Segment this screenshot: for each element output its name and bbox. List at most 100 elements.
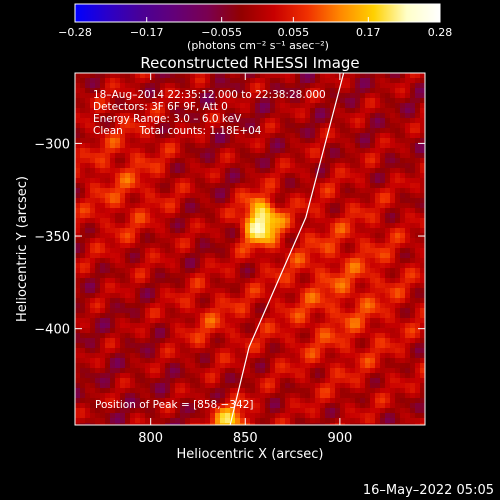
heatmap-cell [305, 328, 311, 334]
heatmap-cell [155, 278, 161, 284]
heatmap-cell [375, 423, 381, 425]
heatmap-cell [355, 343, 361, 349]
heatmap-cell [155, 393, 161, 399]
heatmap-cell [95, 278, 101, 284]
heatmap-cell [300, 238, 306, 244]
heatmap-cell [200, 343, 206, 349]
heatmap-cell [220, 323, 226, 329]
heatmap-cell [365, 348, 371, 354]
heatmap-cell [190, 143, 196, 149]
heatmap-cell [85, 93, 91, 99]
heatmap-cell [375, 163, 381, 169]
heatmap-cell [340, 278, 346, 284]
heatmap-cell [400, 268, 406, 274]
heatmap-cell [280, 378, 286, 384]
heatmap-cell [295, 353, 301, 359]
heatmap-cell [85, 368, 91, 374]
heatmap-cell [95, 208, 101, 214]
heatmap-cell [155, 193, 161, 199]
heatmap-cell [340, 133, 346, 139]
heatmap-cell [405, 288, 411, 294]
heatmap-cell [85, 353, 91, 359]
heatmap-cell [90, 103, 96, 109]
annotation-time-range: 18–Aug–2014 22:35:12.000 to 22:38:28.000 [93, 89, 326, 101]
heatmap-cell [160, 308, 166, 314]
heatmap-cell [265, 123, 271, 129]
heatmap-cell [275, 303, 281, 309]
heatmap-cell [330, 123, 336, 129]
heatmap-cell [200, 383, 206, 389]
heatmap-cell [340, 298, 346, 304]
heatmap-cell [325, 253, 331, 259]
heatmap-cell [400, 153, 406, 159]
heatmap-cell [150, 263, 156, 269]
heatmap-cell [300, 393, 306, 399]
heatmap-cell [325, 398, 331, 404]
heatmap-cell [100, 103, 106, 109]
heatmap-cell [140, 193, 146, 199]
heatmap-cell [290, 173, 296, 179]
heatmap-cell [125, 128, 131, 134]
heatmap-cell [220, 403, 226, 409]
heatmap-cell [305, 193, 311, 199]
heatmap-cell [320, 103, 326, 109]
heatmap-cell [185, 88, 191, 94]
heatmap-cell [185, 158, 191, 164]
heatmap-cell [160, 268, 166, 274]
heatmap-cell [290, 73, 296, 79]
heatmap-cell [145, 93, 151, 99]
heatmap-cell [420, 123, 425, 129]
heatmap-cell [260, 93, 266, 99]
heatmap-cell [155, 153, 161, 159]
heatmap-cell [105, 388, 111, 394]
heatmap-cell [255, 343, 261, 349]
heatmap-cell [155, 373, 161, 379]
heatmap-cell [295, 378, 301, 384]
heatmap-cell [225, 98, 231, 104]
heatmap-cell [200, 168, 206, 174]
heatmap-cell [270, 223, 276, 229]
heatmap-cell [360, 313, 366, 319]
heatmap-cell [80, 148, 86, 154]
heatmap-cell [355, 103, 361, 109]
heatmap-cell [110, 213, 116, 219]
heatmap-cell [85, 198, 91, 204]
heatmap-cell [100, 133, 106, 139]
heatmap-cell [140, 283, 146, 289]
heatmap-cell [200, 228, 206, 234]
heatmap-cell [135, 108, 141, 114]
heatmap-cell [170, 238, 176, 244]
heatmap-cell [235, 293, 241, 299]
heatmap-cell [105, 93, 111, 99]
heatmap-cell [405, 88, 411, 94]
heatmap-cell [405, 193, 411, 199]
heatmap-cell [215, 403, 221, 409]
heatmap-cell [280, 173, 286, 179]
heatmap-cell [180, 103, 186, 109]
heatmap-cell [110, 293, 116, 299]
heatmap-cell [160, 218, 166, 224]
heatmap-cell [310, 223, 316, 229]
heatmap-cell [360, 303, 366, 309]
heatmap-cell [255, 88, 261, 94]
heatmap-cell [350, 228, 356, 234]
heatmap-cell [345, 403, 351, 409]
heatmap-cell [380, 273, 386, 279]
heatmap-cell [265, 233, 271, 239]
heatmap-cell [305, 188, 311, 194]
heatmap-cell [150, 183, 156, 189]
heatmap-cell [95, 298, 101, 304]
heatmap-cell [80, 408, 86, 414]
heatmap-cell [395, 413, 401, 419]
heatmap-cell [140, 248, 146, 254]
heatmap-cell [260, 223, 266, 229]
heatmap-cell [280, 403, 286, 409]
heatmap-cell [225, 333, 231, 339]
heatmap-cell [230, 328, 236, 334]
heatmap-cell [145, 138, 151, 144]
heatmap-cell [110, 413, 116, 419]
heatmap-cell [380, 403, 386, 409]
heatmap-cell [100, 388, 106, 394]
heatmap-cell [165, 403, 171, 409]
heatmap-cell [260, 118, 266, 124]
